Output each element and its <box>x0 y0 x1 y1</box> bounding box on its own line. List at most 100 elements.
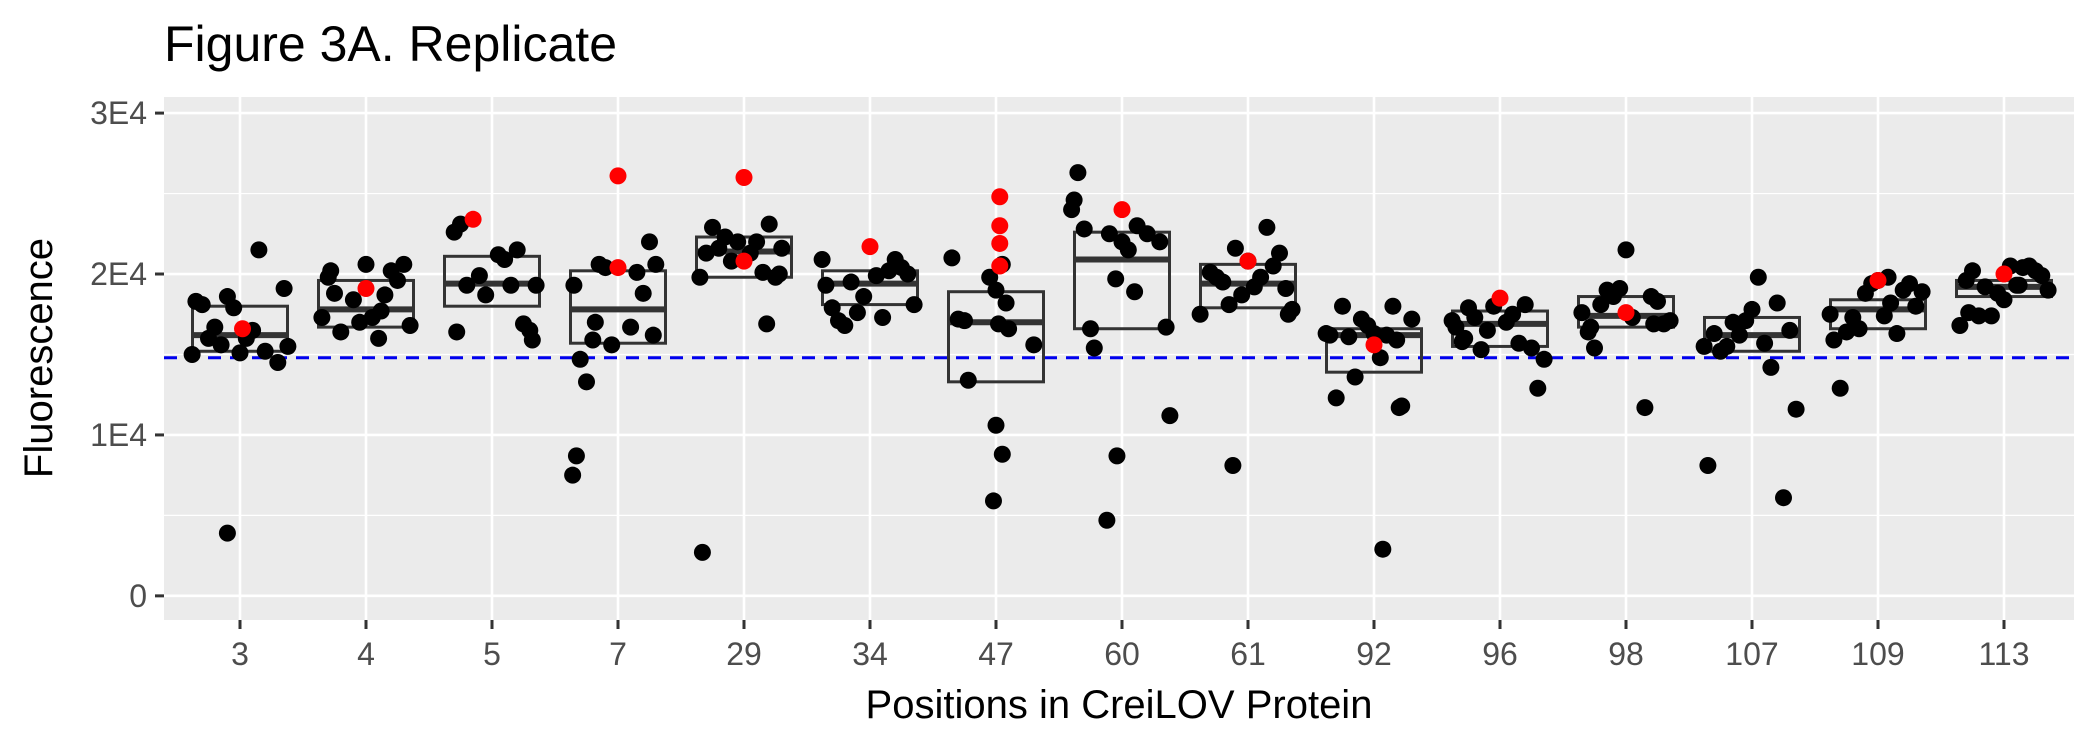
data-point <box>1645 315 1663 333</box>
data-point <box>760 215 778 233</box>
data-point <box>993 445 1011 463</box>
data-point <box>634 284 652 302</box>
highlight-point <box>991 188 1009 206</box>
data-point <box>212 336 230 354</box>
highlight-point <box>1239 252 1257 270</box>
data-point <box>987 416 1005 434</box>
x-tick-label: 109 <box>1851 636 1904 672</box>
data-point <box>1403 310 1421 328</box>
chart-title: Figure 3A. Replicate <box>164 16 617 72</box>
highlight-point <box>464 210 482 228</box>
data-point <box>1592 296 1610 314</box>
data-point <box>1535 350 1553 368</box>
data-point <box>584 331 602 349</box>
data-point <box>956 312 973 330</box>
data-point <box>981 268 999 286</box>
data-point <box>1126 283 1144 301</box>
data-point <box>1995 291 2013 309</box>
data-point <box>269 354 287 372</box>
data-point <box>1913 283 1931 301</box>
data-point <box>1233 286 1251 304</box>
data-point <box>773 239 791 257</box>
data-point <box>905 296 923 314</box>
data-point <box>1775 489 1792 507</box>
data-point <box>842 273 860 291</box>
data-point <box>758 315 776 333</box>
data-point <box>1976 278 1994 296</box>
data-point <box>1649 292 1666 310</box>
data-point <box>1573 304 1591 322</box>
data-point <box>2010 276 2028 294</box>
data-point <box>313 308 331 326</box>
data-point <box>1191 305 1209 323</box>
data-point <box>1346 368 1364 386</box>
data-point <box>344 291 362 309</box>
data-point <box>1825 331 1843 349</box>
data-point <box>1098 511 1116 529</box>
x-tick-label: 92 <box>1356 636 1392 672</box>
y-tick-label: 2E4 <box>90 256 147 292</box>
data-point <box>389 271 406 289</box>
x-tick-label: 60 <box>1104 636 1140 672</box>
data-point <box>567 447 585 465</box>
data-point <box>1523 339 1540 357</box>
data-point <box>1214 273 1232 291</box>
data-point <box>1718 337 1736 355</box>
data-point <box>1388 331 1406 349</box>
data-point <box>1888 325 1906 343</box>
data-point <box>1743 300 1761 318</box>
data-point <box>1756 334 1774 352</box>
data-point <box>1327 389 1345 407</box>
data-point <box>448 323 466 341</box>
y-axis: 0 1E4 2E4 3E4 <box>90 95 164 614</box>
highlight-point <box>1113 201 1131 219</box>
data-point <box>1617 241 1635 259</box>
data-point <box>1108 447 1126 465</box>
data-point <box>1831 379 1849 397</box>
data-point <box>571 350 589 368</box>
x-axis-title: Positions in CreiLOV Protein <box>866 683 1373 727</box>
data-point <box>959 371 977 389</box>
highlight-point <box>1491 289 1509 307</box>
data-point <box>372 302 390 320</box>
highlight-point <box>991 234 1009 252</box>
data-point <box>256 342 274 360</box>
x-tick-label: 5 <box>483 636 501 672</box>
data-point <box>1224 457 1242 475</box>
data-point <box>1960 304 1978 322</box>
data-point <box>729 233 747 251</box>
data-point <box>1283 300 1301 318</box>
data-point <box>1271 244 1288 262</box>
data-point <box>1661 312 1679 330</box>
data-point <box>527 276 545 294</box>
data-point <box>603 336 621 354</box>
data-point <box>693 543 711 561</box>
data-point <box>770 265 788 283</box>
data-point <box>1875 307 1893 325</box>
data-point <box>1695 337 1713 355</box>
data-point <box>1964 262 1981 280</box>
data-point <box>1456 329 1474 347</box>
data-point <box>647 255 665 273</box>
x-axis: 3 4 5 7 29 34 47 60 61 92 96 98 107 109 113 <box>231 620 2030 672</box>
data-point <box>1161 407 1179 425</box>
x-tick-label: 7 <box>609 636 627 672</box>
y-tick-label: 3E4 <box>90 95 147 131</box>
data-point <box>1982 307 2000 325</box>
y-tick-label: 0 <box>129 578 147 614</box>
data-point <box>1529 379 1547 397</box>
data-point <box>899 265 917 283</box>
data-point <box>376 286 394 304</box>
data-point <box>1384 297 1402 315</box>
data-point <box>1264 257 1282 275</box>
data-point <box>357 255 375 273</box>
data-point <box>225 299 243 317</box>
data-point <box>1151 233 1169 251</box>
highlight-points-layer <box>234 167 2013 354</box>
data-point <box>691 268 709 286</box>
data-point <box>823 299 841 317</box>
data-point <box>1025 336 1043 354</box>
data-point <box>644 326 662 344</box>
data-point <box>1699 457 1717 475</box>
x-tick-label: 61 <box>1230 636 1266 672</box>
